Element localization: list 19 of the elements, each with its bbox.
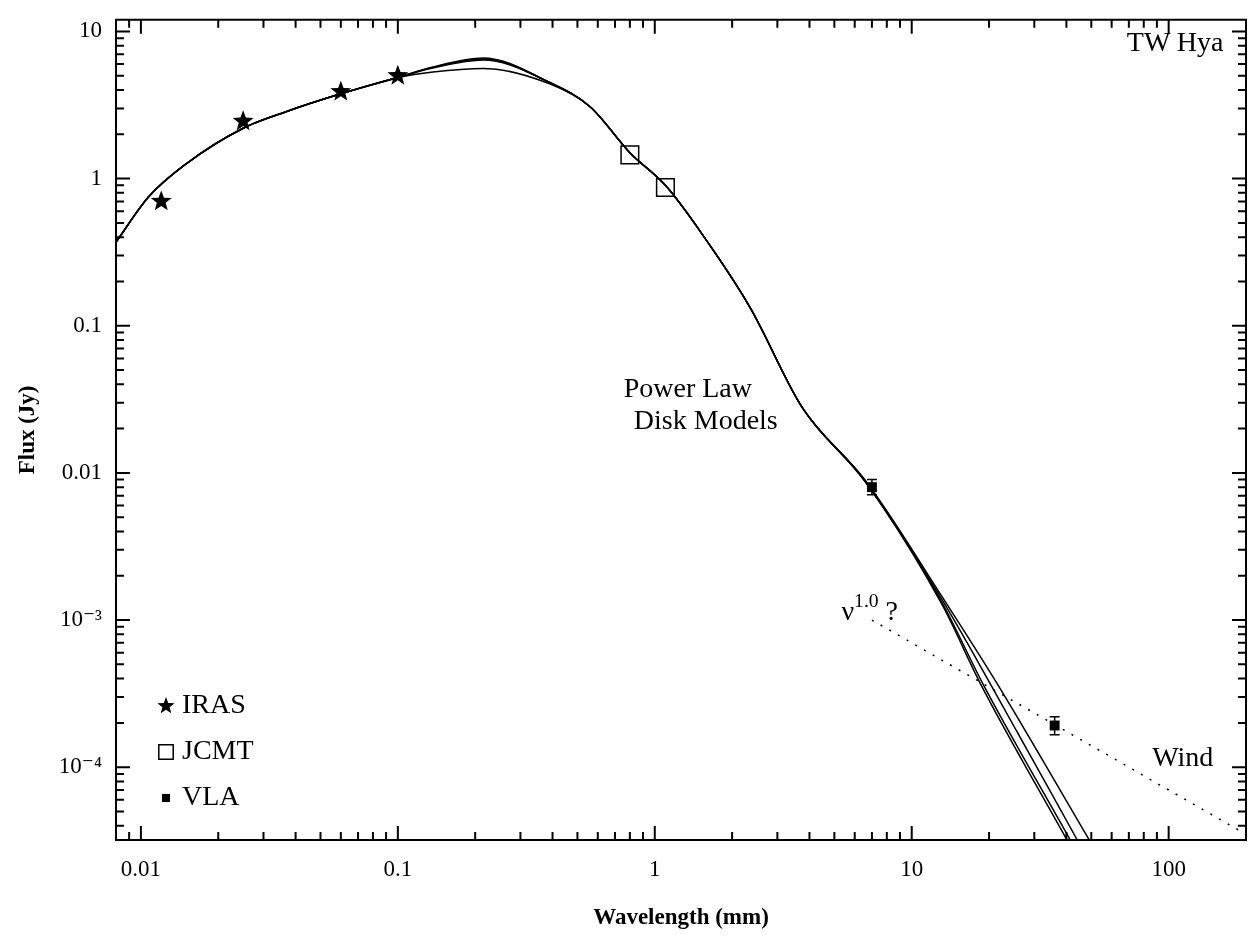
x-tick-label: 0.01 — [120, 855, 162, 881]
y-tick-label: 0.01 — [61, 458, 102, 484]
legend-label: VLA — [182, 780, 241, 812]
annotation: Wind — [1152, 741, 1214, 773]
x-tick-label: 10 — [900, 855, 924, 881]
y-tick-label: 10⁻⁴ — [58, 753, 102, 779]
x-tick-label: 1 — [649, 855, 661, 881]
y-tick-label: 10⁻³ — [59, 606, 103, 632]
y-tick-label: 1 — [90, 164, 102, 190]
y-tick-label: 0.1 — [73, 311, 102, 337]
annotation: Power Law Disk Models — [623, 372, 778, 436]
legend-label: JCMT — [182, 734, 254, 766]
chart-title: TW Hya — [1126, 26, 1225, 58]
x-tick-label: 100 — [1151, 855, 1186, 881]
y-axis-title: Flux (Jy) — [13, 385, 39, 475]
y-tick-label: 10 — [79, 17, 102, 43]
x-axis-title: Wavelength (mm) — [593, 904, 769, 930]
x-tick-label: 0.1 — [383, 855, 413, 881]
legend-label: IRAS — [182, 688, 246, 720]
